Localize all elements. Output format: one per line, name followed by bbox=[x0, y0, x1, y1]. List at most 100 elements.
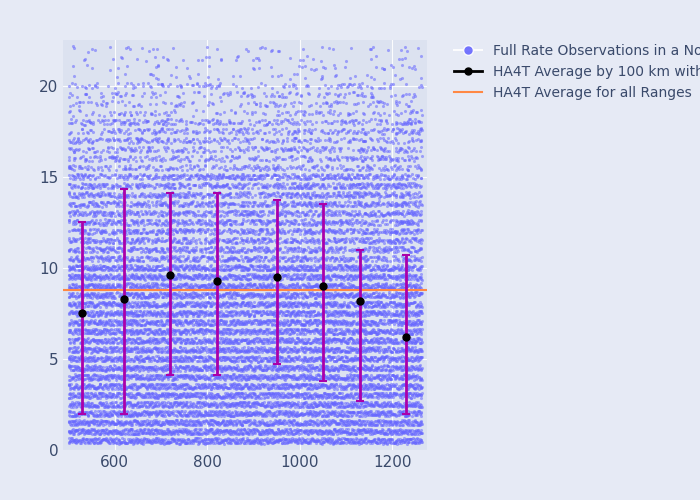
Point bbox=[75, 418, 86, 426]
Point bbox=[153, 370, 164, 378]
Point bbox=[113, 116, 125, 124]
Point bbox=[349, 272, 360, 280]
Point bbox=[80, 435, 91, 443]
Point bbox=[69, 236, 80, 244]
Point bbox=[300, 190, 312, 198]
Point bbox=[286, 146, 297, 154]
Point bbox=[312, 289, 323, 297]
Point bbox=[215, 291, 226, 299]
Point bbox=[181, 438, 193, 446]
Point bbox=[324, 244, 335, 252]
Point bbox=[411, 421, 422, 429]
Point bbox=[242, 362, 253, 370]
Point bbox=[310, 272, 321, 280]
Point bbox=[255, 282, 266, 290]
Point bbox=[141, 125, 153, 133]
Point bbox=[206, 237, 218, 245]
Point bbox=[123, 120, 134, 128]
Point bbox=[120, 272, 131, 280]
Point bbox=[327, 218, 338, 226]
Point bbox=[405, 281, 416, 289]
Point bbox=[400, 371, 411, 379]
Point bbox=[294, 394, 305, 402]
Point bbox=[204, 402, 215, 410]
Point bbox=[414, 307, 425, 315]
Point bbox=[136, 393, 147, 401]
Point bbox=[248, 292, 259, 300]
Point bbox=[246, 92, 258, 100]
Point bbox=[125, 366, 136, 374]
Point bbox=[370, 270, 382, 278]
Point bbox=[153, 326, 164, 334]
Point bbox=[325, 200, 336, 208]
Point bbox=[360, 371, 372, 379]
Point bbox=[100, 282, 111, 290]
Point bbox=[73, 384, 84, 392]
Point bbox=[326, 346, 337, 354]
Point bbox=[154, 272, 165, 280]
Point bbox=[281, 346, 292, 354]
Point bbox=[374, 181, 386, 189]
Point bbox=[393, 237, 404, 245]
Point bbox=[96, 311, 107, 319]
Point bbox=[395, 418, 406, 426]
Point bbox=[379, 246, 391, 254]
Point bbox=[76, 307, 88, 315]
Point bbox=[291, 354, 302, 362]
Point bbox=[400, 427, 412, 435]
Point bbox=[302, 255, 314, 263]
Point bbox=[72, 334, 83, 342]
Point bbox=[357, 182, 368, 190]
Point bbox=[134, 274, 146, 281]
Point bbox=[93, 280, 104, 288]
Point bbox=[189, 118, 200, 126]
Point bbox=[253, 308, 264, 316]
Point bbox=[171, 275, 182, 283]
Point bbox=[323, 225, 335, 233]
Point bbox=[316, 284, 328, 292]
Point bbox=[302, 226, 314, 234]
Point bbox=[317, 192, 328, 200]
Point bbox=[372, 292, 383, 300]
Point bbox=[191, 201, 202, 209]
Point bbox=[275, 307, 286, 315]
Point bbox=[308, 282, 319, 290]
Point bbox=[163, 392, 174, 400]
Point bbox=[378, 80, 389, 88]
Point bbox=[382, 284, 393, 292]
Point bbox=[258, 293, 270, 301]
Point bbox=[208, 318, 219, 326]
Point bbox=[356, 300, 368, 308]
Point bbox=[257, 234, 268, 242]
Point bbox=[240, 207, 251, 215]
Point bbox=[328, 208, 339, 216]
Point bbox=[220, 272, 231, 280]
Point bbox=[222, 420, 233, 428]
Point bbox=[209, 218, 220, 226]
Point bbox=[132, 418, 144, 426]
Point bbox=[89, 318, 100, 326]
Point bbox=[186, 280, 197, 288]
Point bbox=[321, 390, 332, 398]
Point bbox=[358, 290, 369, 298]
Point bbox=[237, 299, 248, 307]
Point bbox=[86, 425, 97, 433]
Point bbox=[271, 306, 282, 314]
Point bbox=[117, 438, 128, 446]
Point bbox=[190, 408, 202, 416]
Point bbox=[124, 134, 135, 141]
Point bbox=[413, 365, 424, 373]
Point bbox=[392, 206, 403, 214]
Point bbox=[386, 356, 398, 364]
Point bbox=[120, 303, 131, 311]
Point bbox=[294, 230, 305, 237]
Point bbox=[375, 438, 386, 446]
Point bbox=[328, 61, 339, 69]
Point bbox=[193, 336, 204, 344]
Point bbox=[74, 290, 85, 298]
Point bbox=[279, 284, 290, 292]
Point bbox=[179, 264, 190, 272]
Point bbox=[172, 358, 183, 366]
Point bbox=[110, 398, 121, 406]
Point bbox=[106, 335, 117, 343]
